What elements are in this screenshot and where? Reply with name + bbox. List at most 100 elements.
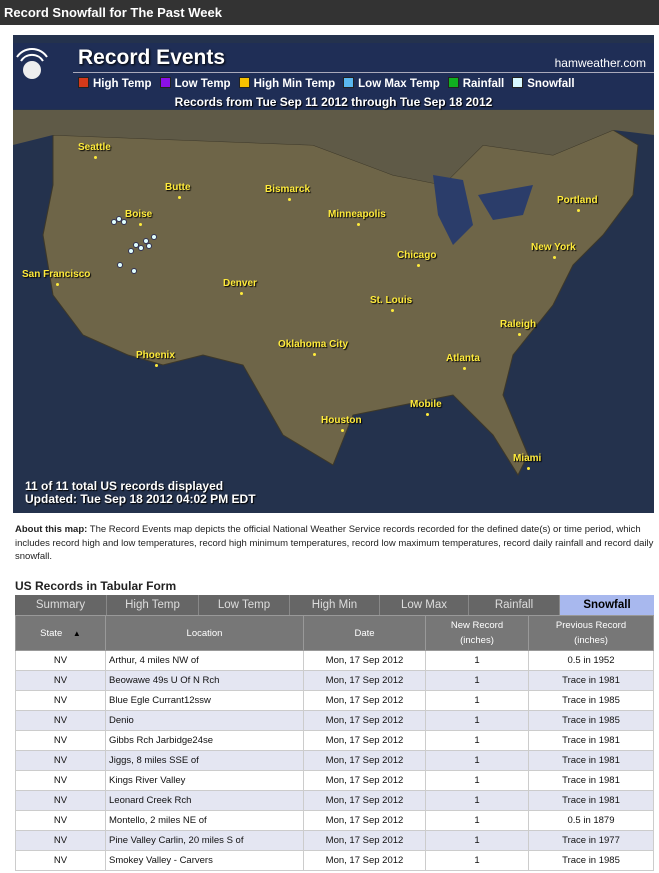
city-label: Houston xyxy=(321,415,362,432)
snowfall-marker[interactable] xyxy=(111,219,117,225)
snowfall-marker[interactable] xyxy=(117,262,123,268)
previous-record-cell: Trace in 1981 xyxy=(528,730,654,751)
table-row: NV Arthur, 4 miles NW of Mon, 17 Sep 2012 1… xyxy=(15,650,654,671)
legend-swatch xyxy=(447,77,459,88)
state-cell: NV xyxy=(15,810,106,831)
city-label: Bismarck xyxy=(265,184,311,201)
column-location[interactable]: Location xyxy=(105,615,304,651)
column-state[interactable]: State ▲ xyxy=(15,615,106,651)
legend-item: Low Temp xyxy=(159,77,231,90)
date-range: Records from Tue Sep 11 2012 through Tue… xyxy=(174,95,493,109)
legend-label: Snowfall xyxy=(527,78,575,90)
location-cell: Denio xyxy=(105,710,304,731)
table-row: NV Jiggs, 8 miles SSE of Mon, 17 Sep 2012 1… xyxy=(15,750,654,771)
state-cell: NV xyxy=(15,670,106,691)
snowfall-marker[interactable] xyxy=(146,243,152,249)
location-cell: Kings River Valley xyxy=(105,770,304,791)
new-record-cell: 1 xyxy=(425,770,529,791)
new-record-cell: 1 xyxy=(425,850,529,871)
state-cell: NV xyxy=(15,750,106,771)
date-cell: Mon, 17 Sep 2012 xyxy=(303,690,426,711)
new-record-cell: 1 xyxy=(425,830,529,851)
legend-swatch xyxy=(343,77,355,88)
state-cell: NV xyxy=(15,730,106,751)
previous-record-cell: Trace in 1985 xyxy=(528,690,654,711)
tab-high-temp[interactable]: High Temp xyxy=(107,595,199,615)
city-label: Mobile xyxy=(410,399,442,416)
snowfall-marker[interactable] xyxy=(138,245,144,251)
city-label: Miami xyxy=(513,453,542,470)
previous-record-cell: Trace in 1981 xyxy=(528,670,654,691)
location-cell: Pine Valley Carlin, 20 miles S of xyxy=(105,830,304,851)
city-label: Oklahoma City xyxy=(278,339,349,356)
tab-low-temp[interactable]: Low Temp xyxy=(199,595,290,615)
hamweather-logo-icon xyxy=(16,48,48,79)
date-cell: Mon, 17 Sep 2012 xyxy=(303,750,426,771)
table-heading: US Records in Tabular Form xyxy=(15,579,177,593)
new-record-cell: 1 xyxy=(425,650,529,671)
record-events-map: Record Events hamweather.com High Temp Lo… xyxy=(13,35,654,513)
legend-item: High Temp xyxy=(78,77,152,90)
tab-summary[interactable]: Summary xyxy=(15,595,107,615)
map-legend: High Temp Low Temp High Min Temp Low Max Te… xyxy=(78,77,575,90)
date-cell: Mon, 17 Sep 2012 xyxy=(303,830,426,851)
tab-snowfall[interactable]: Snowfall xyxy=(560,595,654,615)
snowfall-marker[interactable] xyxy=(151,234,157,240)
city-label: Seattle xyxy=(78,142,111,159)
date-cell: Mon, 17 Sep 2012 xyxy=(303,650,426,671)
city-label: Minneapolis xyxy=(328,209,386,226)
new-record-cell: 1 xyxy=(425,710,529,731)
date-cell: Mon, 17 Sep 2012 xyxy=(303,850,426,871)
updated-time: Updated: Tue Sep 18 2012 04:02 PM EDT xyxy=(25,492,256,506)
legend-swatch xyxy=(238,77,250,88)
new-record-cell: 1 xyxy=(425,670,529,691)
state-cell: NV xyxy=(15,650,106,671)
records-count: 11 of 11 total US records displayed xyxy=(25,479,224,493)
location-cell: Jiggs, 8 miles SSE of xyxy=(105,750,304,771)
table-row: NV Beowawe 49s U Of N Rch Mon, 17 Sep 2012… xyxy=(15,670,654,691)
previous-record-cell: Trace in 1977 xyxy=(528,830,654,851)
city-label: Atlanta xyxy=(446,353,480,370)
snowfall-marker[interactable] xyxy=(128,248,134,254)
records-table: State ▲ Location Date New Record (inches)… xyxy=(15,615,654,871)
previous-record-cell: 0.5 in 1879 xyxy=(528,810,654,831)
record-type-tabs: Summary High Temp Low Temp High Min Low … xyxy=(15,595,654,615)
city-label: Denver xyxy=(223,278,257,295)
column-previous-record[interactable]: Previous Record (inches) xyxy=(528,615,654,651)
new-record-cell: 1 xyxy=(425,750,529,771)
city-label: San Francisco xyxy=(22,269,91,286)
legend-label: High Temp xyxy=(93,78,152,90)
state-cell: NV xyxy=(15,830,106,851)
new-record-cell: 1 xyxy=(425,730,529,751)
map-banner: Record Events hamweather.com High Temp Lo… xyxy=(13,43,654,109)
column-date[interactable]: Date xyxy=(303,615,426,651)
state-cell: NV xyxy=(15,690,106,711)
column-new-record[interactable]: New Record (inches) xyxy=(425,615,529,651)
legend-swatch xyxy=(512,77,524,88)
date-cell: Mon, 17 Sep 2012 xyxy=(303,770,426,791)
legend-label: High Min Temp xyxy=(253,78,336,90)
previous-record-cell: Trace in 1981 xyxy=(528,770,654,791)
state-cell: NV xyxy=(15,790,106,811)
legend-item: Low Max Temp xyxy=(343,77,440,90)
state-cell: NV xyxy=(15,710,106,731)
date-cell: Mon, 17 Sep 2012 xyxy=(303,710,426,731)
snowfall-marker[interactable] xyxy=(121,219,127,225)
state-cell: NV xyxy=(15,770,106,791)
legend-item: Snowfall xyxy=(512,77,575,90)
location-cell: Arthur, 4 miles NW of xyxy=(105,650,304,671)
table-row: NV Pine Valley Carlin, 20 miles S of Mon, … xyxy=(15,830,654,851)
tab-low-max[interactable]: Low Max xyxy=(380,595,469,615)
table-row: NV Montello, 2 miles NE of Mon, 17 Sep 201… xyxy=(15,810,654,831)
legend-label: Rainfall xyxy=(462,78,505,90)
previous-record-cell: Trace in 1985 xyxy=(528,850,654,871)
tab-rainfall[interactable]: Rainfall xyxy=(469,595,560,615)
location-cell: Smokey Valley - Carvers xyxy=(105,850,304,871)
city-label: New York xyxy=(531,242,576,259)
snowfall-marker[interactable] xyxy=(131,268,137,274)
tab-high-min[interactable]: High Min xyxy=(290,595,380,615)
location-cell: Gibbs Rch Jarbidge24se xyxy=(105,730,304,751)
city-label: Phoenix xyxy=(136,350,175,367)
table-row: NV Denio Mon, 17 Sep 2012 1 Trace in 1985 xyxy=(15,710,654,731)
city-label: Raleigh xyxy=(500,319,537,336)
